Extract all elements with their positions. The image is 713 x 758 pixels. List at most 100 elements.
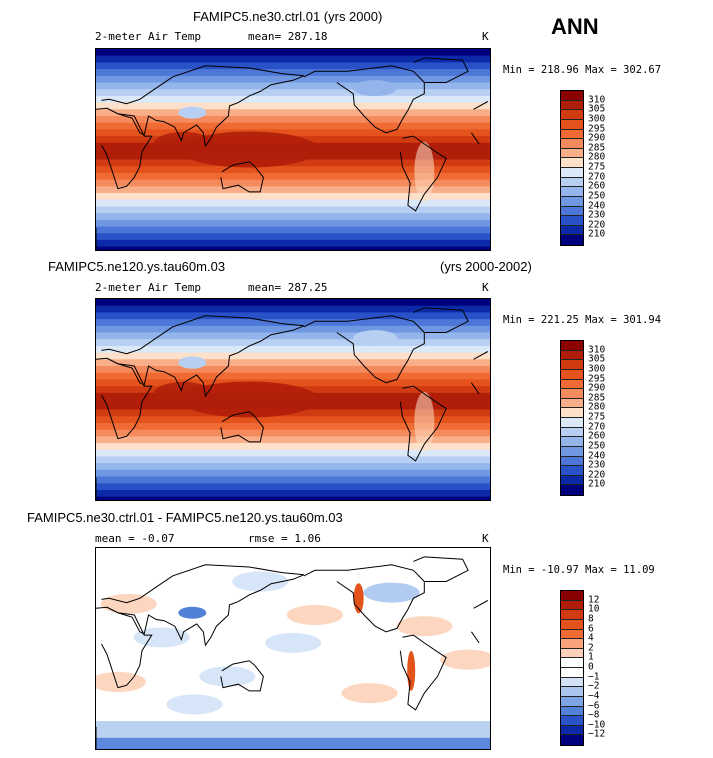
- panel3-difference-field: [96, 548, 490, 749]
- colorbar-tick-label: 230: [588, 459, 606, 471]
- colorbar-tick-label: 285: [588, 142, 606, 154]
- colorbar-tick-label: 240: [588, 200, 606, 211]
- panel1-mean: mean= 287.18: [248, 30, 328, 43]
- colorbar-tick-label: 260: [588, 180, 606, 192]
- panel2-temperature-field: [96, 299, 490, 500]
- colorbar-tick-label: 260: [588, 430, 606, 442]
- panel2-mean: mean= 287.25: [248, 281, 328, 294]
- colorbar-swatch: [561, 360, 583, 370]
- colorbar-tick-label: 12: [588, 594, 600, 606]
- colorbar-swatch: [561, 196, 583, 207]
- colorbar-tick-label: 0: [588, 661, 594, 673]
- colorbar-tick-label: 270: [588, 421, 606, 433]
- panel3-units: K: [482, 532, 489, 545]
- colorbar-tick-label: 6: [588, 623, 594, 634]
- colorbar-tick-label: −12: [588, 728, 606, 740]
- colorbar-swatch: [561, 735, 583, 745]
- colorbar-tick-label: 300: [588, 363, 606, 375]
- panel2-title-years: (yrs 2000-2002): [440, 259, 532, 274]
- colorbar-swatch: [561, 91, 583, 101]
- colorbar-tick-label: 295: [588, 123, 606, 134]
- panel2-colorbar: [560, 340, 584, 496]
- colorbar-swatch: [561, 235, 583, 245]
- panel2-units: K: [482, 281, 489, 294]
- colorbar-swatch: [561, 619, 583, 630]
- colorbar-swatch: [561, 100, 583, 111]
- colorbar-tick-label: 290: [588, 132, 606, 144]
- colorbar-tick-label: 280: [588, 151, 606, 163]
- colorbar-tick-label: 310: [588, 94, 606, 106]
- colorbar-swatch: [561, 648, 583, 659]
- panel1-colorbar: [560, 90, 584, 246]
- panel3-title: FAMIPC5.ne30.ctrl.01 - FAMIPC5.ne120.ys.…: [27, 510, 343, 525]
- colorbar-swatch: [561, 168, 583, 178]
- colorbar-tick-label: 280: [588, 401, 606, 413]
- colorbar-tick-label: 285: [588, 392, 606, 404]
- panel3-minmax: Min = -10.97 Max = 11.09: [503, 564, 655, 576]
- colorbar-swatch: [561, 216, 583, 226]
- colorbar-tick-label: 1: [588, 651, 594, 663]
- colorbar-swatch: [561, 456, 583, 467]
- panel2-variable: 2-meter Air Temp: [95, 281, 201, 294]
- colorbar-tick-label: 295: [588, 373, 606, 384]
- panel1-title: FAMIPC5.ne30.ctrl.01 (yrs 2000): [193, 9, 383, 24]
- colorbar-swatch: [561, 177, 583, 188]
- colorbar-swatch: [561, 639, 583, 649]
- colorbar-swatch: [561, 725, 583, 736]
- colorbar-swatch: [561, 206, 583, 217]
- colorbar-tick-label: 10: [588, 603, 600, 615]
- colorbar-swatch: [561, 668, 583, 678]
- panel1-map: [95, 48, 491, 251]
- colorbar-swatch: [561, 696, 583, 707]
- panel2-minmax: Min = 221.25 Max = 301.94: [503, 314, 662, 326]
- colorbar-swatch: [561, 706, 583, 717]
- colorbar-swatch: [561, 591, 583, 601]
- colorbar-swatch: [561, 341, 583, 351]
- colorbar-tick-label: 310: [588, 344, 606, 356]
- colorbar-swatch: [561, 485, 583, 495]
- colorbar-tick-label: −8: [588, 709, 600, 721]
- colorbar-tick-label: 275: [588, 411, 606, 423]
- colorbar-swatch: [561, 110, 583, 120]
- colorbar-tick-label: 305: [588, 103, 606, 115]
- panel2-title: FAMIPC5.ne120.ys.tau60m.03: [48, 259, 226, 274]
- colorbar-swatch: [561, 158, 583, 168]
- colorbar-swatch: [561, 466, 583, 476]
- colorbar-swatch: [561, 437, 583, 447]
- panel1-minmax: Min = 218.96 Max = 302.67: [503, 64, 662, 76]
- colorbar-tick-label: −1: [588, 671, 600, 683]
- colorbar-tick-label: 4: [588, 632, 594, 644]
- colorbar-swatch: [561, 398, 583, 409]
- colorbar-swatch: [561, 350, 583, 361]
- colorbar-tick-label: −4: [588, 690, 600, 702]
- colorbar-tick-label: 250: [588, 190, 606, 202]
- colorbar-tick-label: 240: [588, 450, 606, 461]
- colorbar-tick-label: −6: [588, 700, 600, 711]
- colorbar-tick-label: 230: [588, 209, 606, 221]
- panel3-mean: mean = -0.07: [95, 532, 175, 545]
- colorbar-tick-label: 210: [588, 478, 606, 490]
- colorbar-swatch: [561, 418, 583, 428]
- colorbar-swatch: [561, 475, 583, 486]
- colorbar-swatch: [561, 446, 583, 457]
- colorbar-swatch: [561, 687, 583, 697]
- colorbar-tick-label: 305: [588, 353, 606, 365]
- colorbar-tick-label: 210: [588, 228, 606, 240]
- colorbar-swatch: [561, 148, 583, 159]
- panel1-units: K: [482, 30, 489, 43]
- panel1-temperature-field: [96, 49, 490, 250]
- colorbar-swatch: [561, 600, 583, 611]
- colorbar-swatch: [561, 119, 583, 130]
- colorbar-tick-label: −10: [588, 719, 606, 731]
- colorbar-swatch: [561, 677, 583, 688]
- colorbar-swatch: [561, 139, 583, 149]
- colorbar-swatch: [561, 369, 583, 380]
- colorbar-swatch: [561, 408, 583, 418]
- panel2-map: [95, 298, 491, 501]
- colorbar-tick-label: 275: [588, 161, 606, 173]
- colorbar-tick-label: 220: [588, 469, 606, 481]
- panel3-map: [95, 547, 491, 750]
- colorbar-swatch: [561, 379, 583, 390]
- colorbar-swatch: [561, 129, 583, 140]
- colorbar-tick-label: 250: [588, 440, 606, 452]
